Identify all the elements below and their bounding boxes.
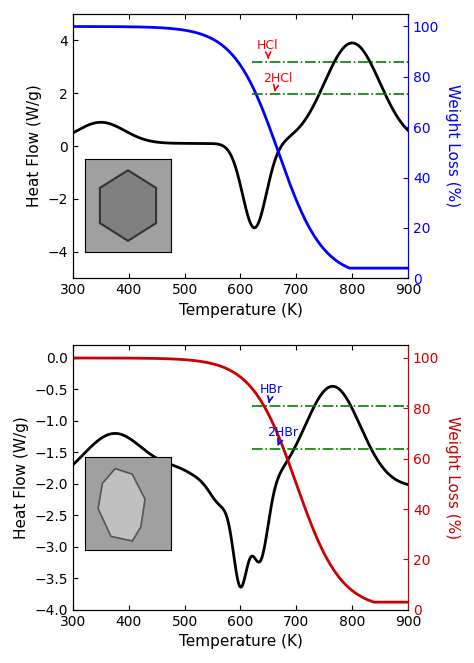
Y-axis label: Weight Loss (%): Weight Loss (%) <box>445 416 460 539</box>
Y-axis label: Heat Flow (W/g): Heat Flow (W/g) <box>27 85 42 208</box>
X-axis label: Temperature (K): Temperature (K) <box>179 634 302 649</box>
Text: HBr: HBr <box>260 383 283 402</box>
Polygon shape <box>98 469 145 541</box>
Text: 2HBr: 2HBr <box>267 426 298 445</box>
Y-axis label: Heat Flow (W/g): Heat Flow (W/g) <box>14 416 29 539</box>
Text: HCl: HCl <box>257 39 279 58</box>
Text: 2HCl: 2HCl <box>263 72 292 91</box>
X-axis label: Temperature (K): Temperature (K) <box>179 302 302 318</box>
Y-axis label: Weight Loss (%): Weight Loss (%) <box>445 84 460 208</box>
